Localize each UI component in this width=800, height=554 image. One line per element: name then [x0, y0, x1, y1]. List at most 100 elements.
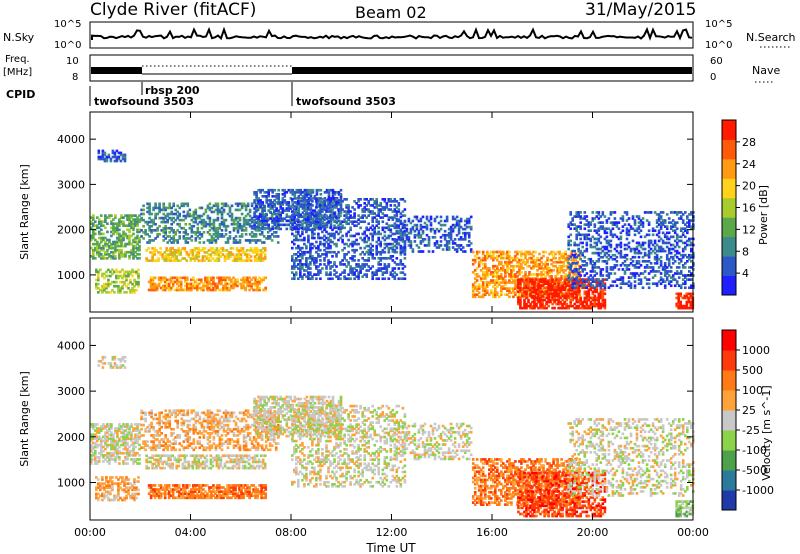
data-cell: [381, 250, 385, 254]
data-cell: [377, 212, 381, 215]
data-cell: [206, 280, 209, 284]
data-cell: [315, 267, 318, 270]
data-cell: [256, 288, 259, 292]
data-cell: [353, 273, 356, 276]
data-cell: [114, 226, 117, 230]
data-cell: [557, 284, 560, 288]
data-cell: [508, 291, 511, 295]
data-cell: [150, 212, 153, 216]
data-cell: [617, 237, 621, 241]
data-cell: [313, 224, 316, 228]
data-cell: [291, 259, 294, 262]
data-cell: [329, 226, 332, 230]
data-cell: [625, 231, 629, 235]
data-cell: [239, 247, 243, 250]
data-cell: [387, 218, 391, 221]
data-cell: [253, 193, 256, 196]
data-cell: [559, 296, 562, 300]
data-cell: [595, 278, 599, 281]
data-cell: [359, 269, 362, 272]
data-cell: [262, 276, 266, 280]
data-cell: [313, 257, 316, 260]
data-cell: [119, 151, 123, 155]
data-cell: [309, 248, 312, 252]
data-cell: [297, 238, 300, 242]
data-cell: [250, 220, 254, 224]
data-cell: [220, 212, 224, 216]
data-cell: [297, 244, 300, 248]
data-cell: [159, 276, 163, 280]
data-cell: [98, 222, 101, 226]
data-cell: [321, 236, 324, 240]
data-cell: [541, 300, 544, 304]
data-cell: [377, 220, 381, 224]
data-cell: [498, 281, 501, 284]
data-cell: [641, 286, 645, 290]
data-cell: [138, 248, 141, 252]
data-cell: [206, 214, 210, 218]
data-cell: [411, 225, 415, 229]
data-cell: [273, 221, 277, 225]
data-cell: [555, 302, 558, 306]
data-cell: [541, 278, 544, 281]
data-cell: [255, 205, 258, 208]
data-cell: [291, 206, 294, 209]
data-cell: [301, 200, 304, 203]
data-cell: [303, 242, 306, 246]
data-cell: [597, 257, 601, 261]
data-cell: [132, 228, 135, 232]
data-cell: [565, 302, 569, 306]
data-cell: [180, 226, 184, 230]
data-cell: [447, 246, 451, 249]
data-cell: [339, 226, 342, 230]
data-cell: [571, 219, 575, 222]
data-cell: [451, 240, 455, 243]
data-cell: [575, 282, 579, 286]
data-cell: [212, 226, 216, 230]
data-cell: [587, 221, 591, 224]
data-cell: [375, 214, 379, 217]
data-cell: [217, 253, 221, 256]
data-cell: [512, 267, 515, 270]
data-cell: [353, 212, 356, 215]
data-cell: [134, 236, 137, 240]
data-cell: [210, 276, 213, 280]
data-cell: [156, 235, 159, 238]
data-cell: [309, 246, 312, 250]
data-cell: [433, 244, 437, 247]
data-cell: [484, 256, 487, 260]
data-cell: [179, 286, 183, 290]
data-cell: [178, 231, 182, 234]
data-cell: [193, 255, 197, 258]
data-cell: [102, 224, 105, 228]
data-cell: [281, 188, 285, 192]
data-cell: [303, 238, 306, 242]
data-cell: [643, 266, 647, 269]
data-cell: [599, 304, 603, 308]
data-cell: [146, 233, 149, 236]
data-cell: [335, 220, 338, 224]
data-cell: [105, 274, 108, 278]
data-cell: [561, 294, 564, 298]
data-cell: [359, 198, 362, 201]
data-cell: [335, 226, 338, 230]
data-cell: [264, 216, 268, 220]
data-cell: [92, 248, 95, 252]
data-cell: [283, 188, 287, 192]
data-cell: [311, 219, 315, 223]
data-cell: [393, 198, 397, 201]
data-cell: [130, 253, 133, 256]
data-cell: [175, 276, 179, 280]
data-cell: [637, 282, 641, 286]
data-cell: [425, 244, 429, 247]
data-cell: [569, 300, 573, 304]
data-cell: [246, 282, 249, 286]
data-cell: [299, 273, 302, 276]
data-cell: [259, 205, 262, 208]
data-cell: [510, 256, 513, 260]
data-cell: [255, 247, 259, 250]
data-cell: [351, 267, 354, 270]
data-cell: [512, 295, 515, 299]
data-cell: [525, 294, 528, 298]
data-cell: [114, 242, 117, 246]
